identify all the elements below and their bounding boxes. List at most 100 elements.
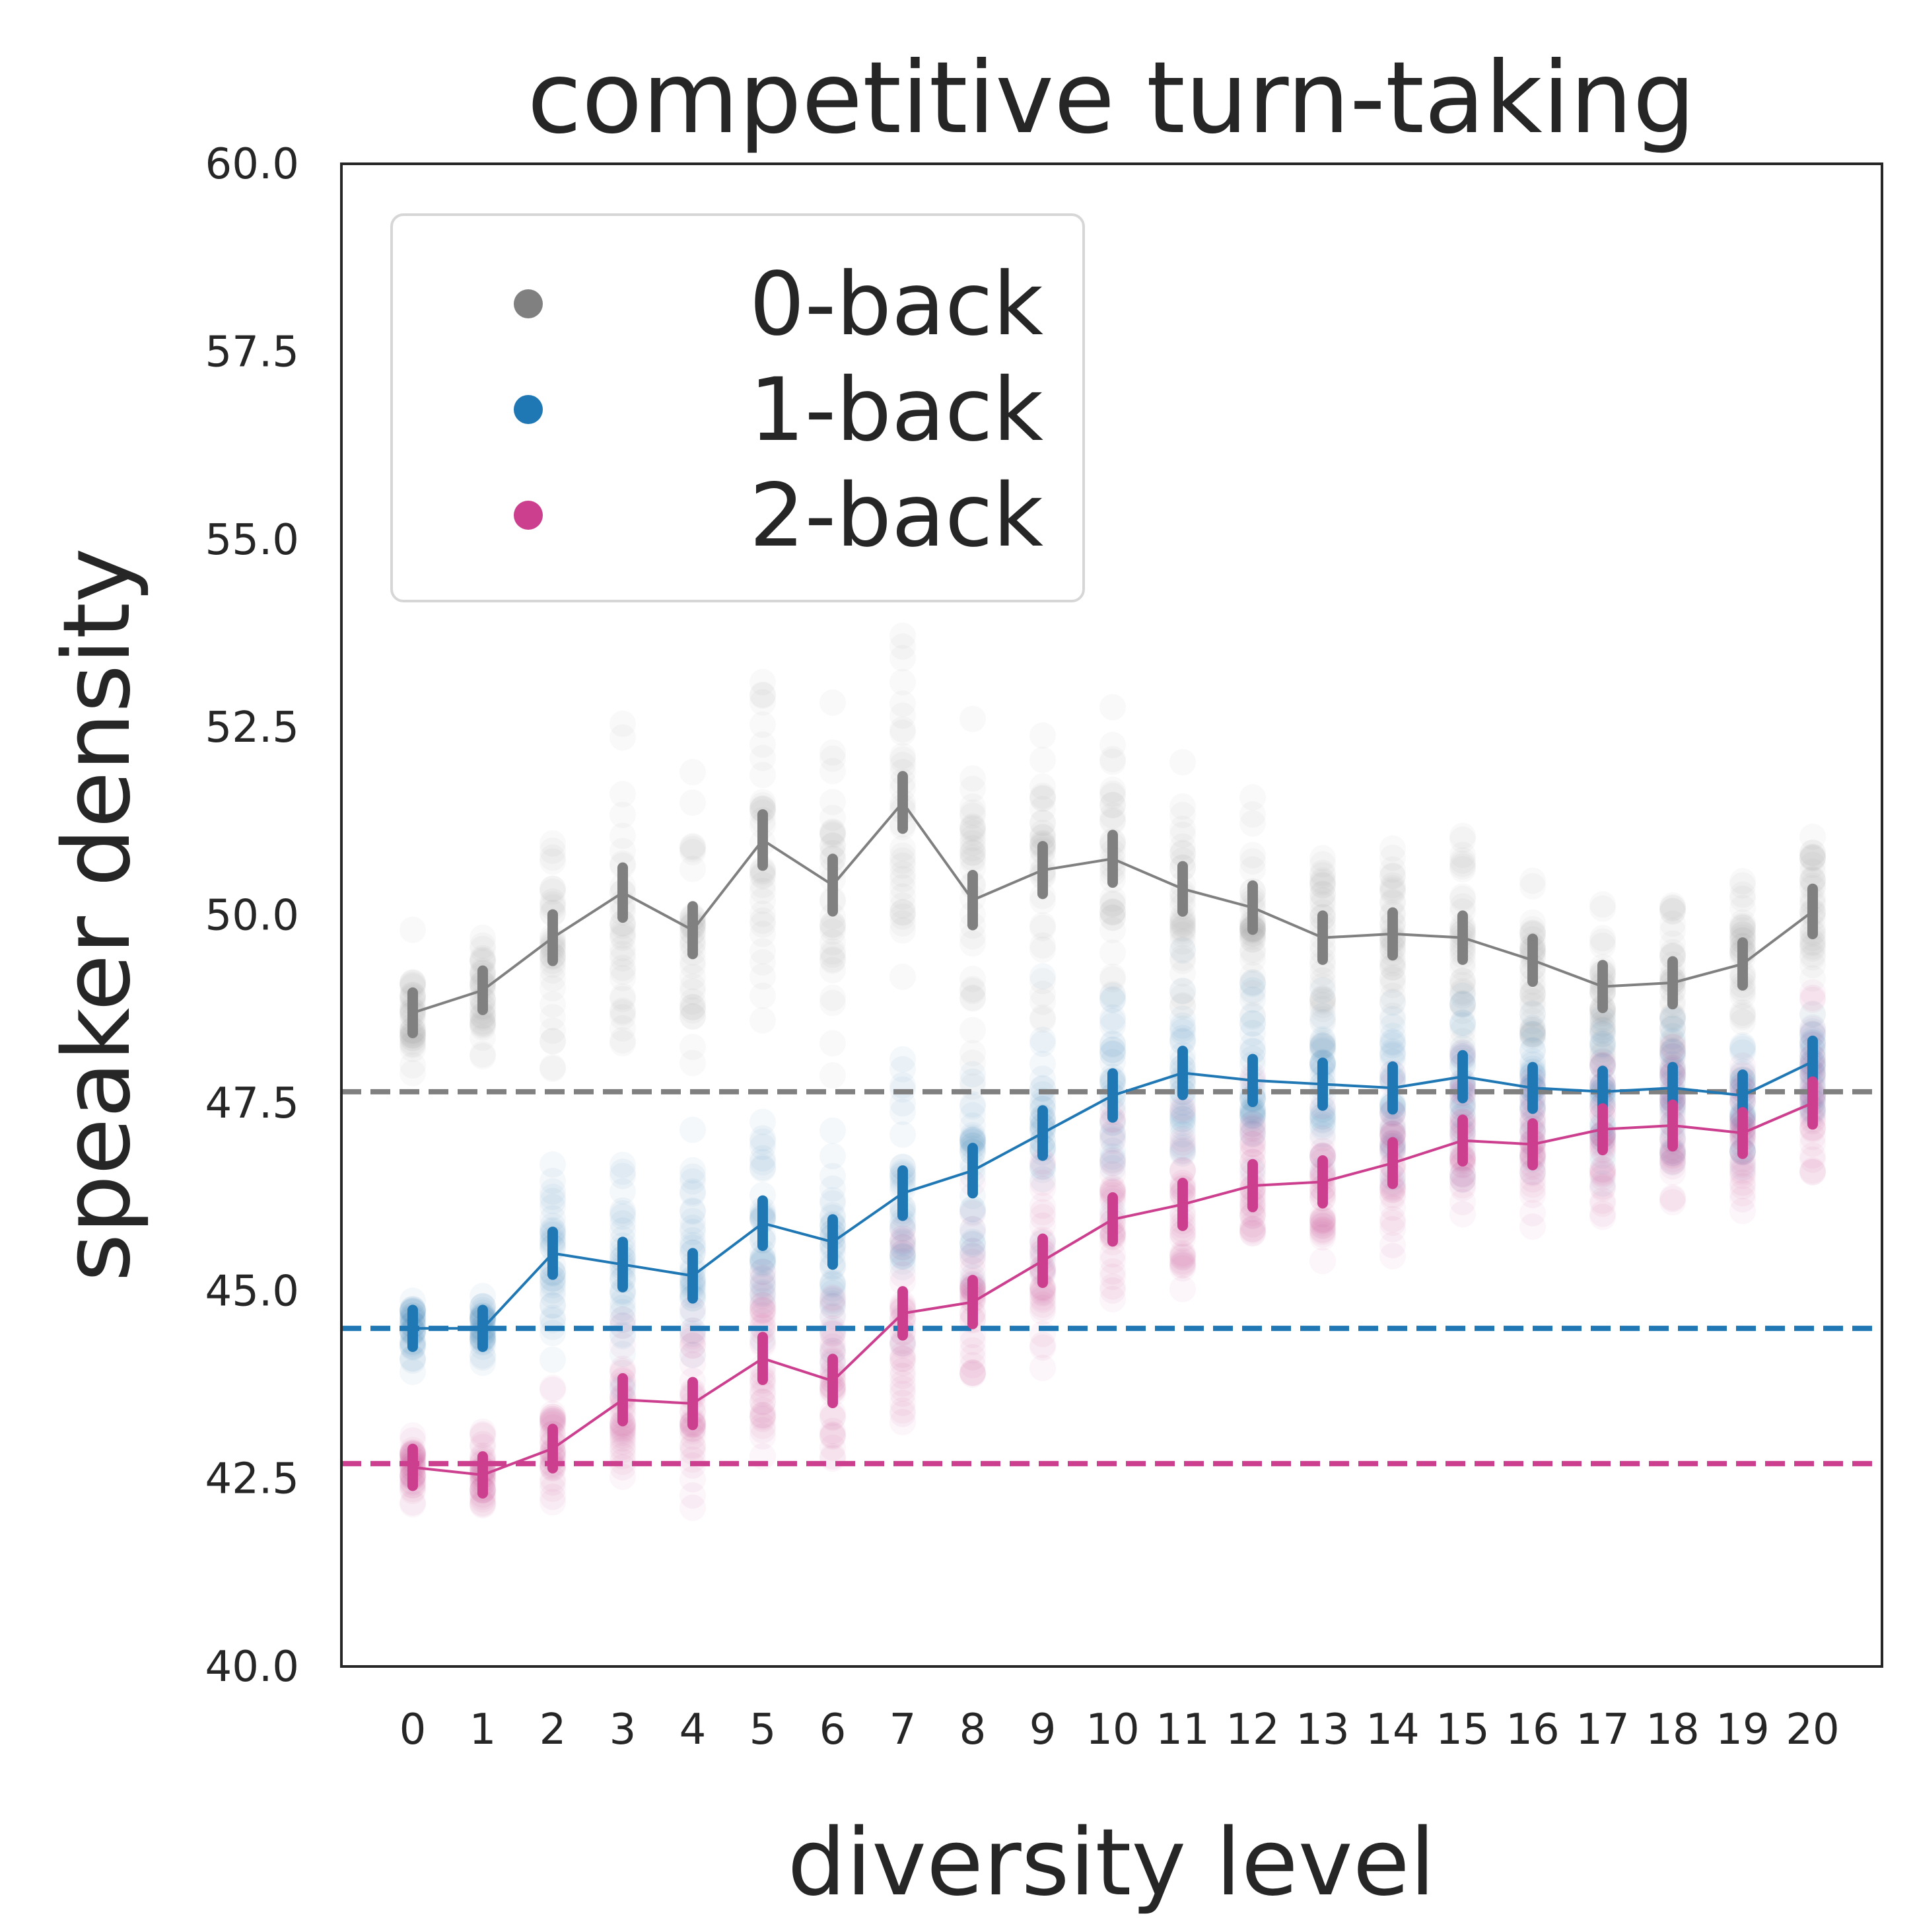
scatter-point xyxy=(1729,978,1756,1005)
scatter-point xyxy=(889,917,916,944)
y-tick-label: 60.0 xyxy=(205,140,300,189)
scatter-point xyxy=(1169,801,1196,828)
scatter-point xyxy=(1309,1038,1336,1065)
scatter-point xyxy=(819,1293,846,1320)
scatter-point xyxy=(1659,1186,1686,1213)
scatter-point xyxy=(1589,1003,1616,1030)
scatter-point xyxy=(959,819,986,846)
scatter-point xyxy=(889,852,916,879)
scatter-point xyxy=(1799,840,1826,867)
scatter-point xyxy=(470,1283,496,1310)
scatter-point xyxy=(1169,1220,1196,1247)
scatter-point xyxy=(959,923,986,950)
scatter-point xyxy=(1309,1111,1336,1138)
scatter-point xyxy=(609,1281,636,1308)
scatter-point xyxy=(1309,972,1336,999)
scatter-point xyxy=(819,832,846,859)
scatter-point xyxy=(540,965,566,992)
scatter-point xyxy=(819,818,846,845)
scatter-point xyxy=(1099,792,1126,819)
scatter-point xyxy=(609,1288,636,1315)
scatter-point xyxy=(1309,1114,1336,1141)
scatter-point xyxy=(889,874,916,901)
scatter-point xyxy=(1169,1248,1196,1275)
scatter-point xyxy=(749,1281,776,1308)
scatter-point xyxy=(1449,1165,1476,1192)
scatter-point xyxy=(749,1406,776,1433)
scatter-point xyxy=(1239,926,1266,953)
scatter-point xyxy=(1099,904,1126,931)
scatter-point xyxy=(1169,749,1196,776)
scatter-point xyxy=(679,758,706,785)
scatter-point xyxy=(749,1292,776,1319)
scatter-point xyxy=(1309,991,1336,1019)
scatter-point xyxy=(959,1343,986,1371)
scatter-point xyxy=(1449,968,1476,995)
scatter-point xyxy=(400,1287,426,1314)
scatter-point xyxy=(819,739,846,766)
scatter-point xyxy=(1659,1159,1686,1186)
scatter-point xyxy=(1729,921,1756,948)
scatter-point xyxy=(889,1342,916,1369)
scatter-point xyxy=(1519,1015,1546,1042)
scatter-point xyxy=(1729,1157,1756,1184)
scatter-point xyxy=(819,1328,846,1355)
scatter-point xyxy=(959,705,986,733)
scatter-point xyxy=(679,1157,706,1184)
scatter-point xyxy=(749,1291,776,1318)
scatter-point xyxy=(1799,851,1826,878)
scatter-point xyxy=(889,1234,916,1261)
legend-label: 1-back xyxy=(749,359,1044,461)
scatter-point xyxy=(1309,859,1336,886)
scatter-point xyxy=(1309,1032,1336,1059)
scatter-point xyxy=(1729,1003,1756,1030)
scatter-point xyxy=(749,1244,776,1271)
scatter-point xyxy=(959,930,986,957)
scatter-point xyxy=(889,1055,916,1083)
scatter-point xyxy=(1729,1180,1756,1207)
scatter-point xyxy=(819,1287,846,1314)
scatter-point xyxy=(1029,1298,1056,1325)
scatter-point xyxy=(1169,1109,1196,1136)
scatter-point xyxy=(819,1400,846,1427)
scatter-point xyxy=(1029,912,1056,939)
scatter-point xyxy=(1239,1038,1266,1065)
scatter-point xyxy=(1029,1291,1056,1318)
scatter-point xyxy=(1169,1027,1196,1054)
scatter-point xyxy=(1799,844,1826,871)
scatter-point xyxy=(819,956,846,984)
scatter-point xyxy=(1659,1142,1686,1169)
scatter-point xyxy=(1099,1126,1126,1153)
x-tick-label: 0 xyxy=(400,1705,427,1754)
scatter-point xyxy=(1099,966,1126,993)
scatter-point xyxy=(1799,965,1826,992)
scatter-point xyxy=(889,1345,916,1373)
scatter-point xyxy=(679,1296,706,1323)
scatter-point xyxy=(1309,1102,1336,1129)
scatter-point xyxy=(540,891,566,918)
scatter-point xyxy=(1099,1137,1126,1164)
scatter-point xyxy=(1659,910,1686,937)
scatter-point xyxy=(1239,1010,1266,1037)
scatter-point xyxy=(959,1196,986,1223)
scatter-point xyxy=(749,1249,776,1276)
scatter-point xyxy=(889,1227,916,1254)
scatter-point xyxy=(609,822,636,849)
scatter-point xyxy=(1449,1161,1476,1188)
scatter-point xyxy=(1519,1036,1546,1063)
scatter-point xyxy=(470,1009,496,1036)
scatter-point xyxy=(609,1414,636,1441)
scatter-point xyxy=(959,824,986,851)
scatter-point xyxy=(1099,1264,1126,1291)
scatter-point xyxy=(1099,1150,1126,1177)
scatter-point xyxy=(1099,783,1126,810)
scatter-point xyxy=(1799,1157,1826,1184)
scatter-point xyxy=(749,1396,776,1423)
scatter-point xyxy=(1309,1221,1336,1248)
scatter-point xyxy=(1589,1148,1616,1175)
scatter-point xyxy=(609,954,636,982)
scatter-point xyxy=(679,1341,706,1368)
scatter-point xyxy=(749,1108,776,1135)
scatter-point xyxy=(889,1215,916,1242)
scatter-point xyxy=(959,840,986,867)
